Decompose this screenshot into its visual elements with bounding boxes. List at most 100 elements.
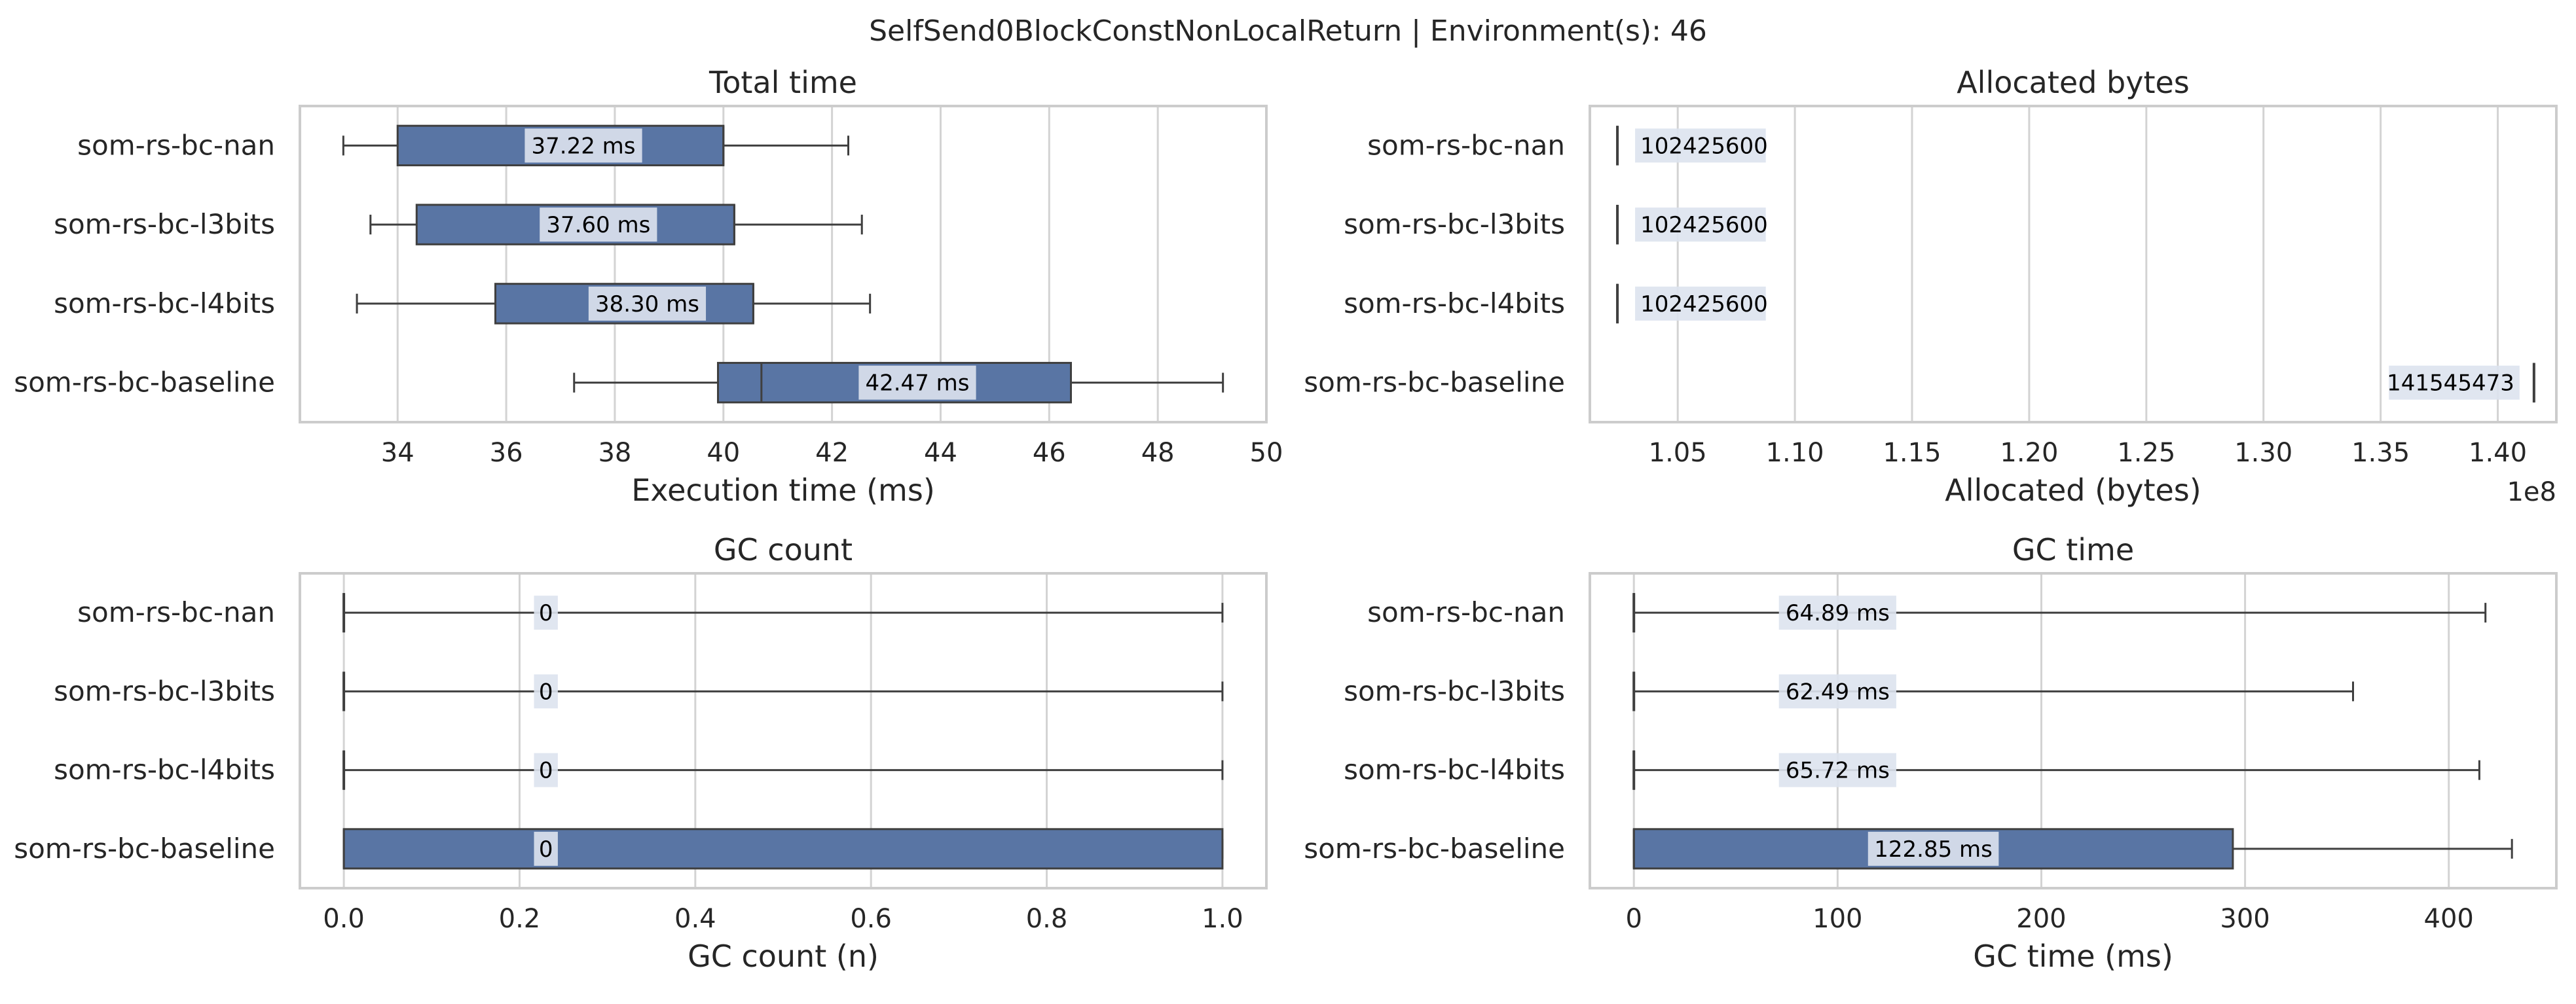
x-tick-label: 200 xyxy=(2016,904,2066,934)
data-label: 0 xyxy=(539,758,553,784)
x-tick-label: 40 xyxy=(707,438,740,468)
box-allocated-bytes-2: 102425600 xyxy=(1616,283,1768,324)
box-gc-count-2: 0 xyxy=(342,750,1224,790)
x-tick-label: 36 xyxy=(490,438,523,468)
x-tick-label: 300 xyxy=(2220,904,2270,934)
x-tick-label: 1.25 xyxy=(2117,438,2175,468)
x-tick-label: 0.6 xyxy=(850,904,892,934)
y-tick-label: som-rs-bc-baseline xyxy=(14,833,275,865)
data-label: 65.72 ms xyxy=(1786,758,1890,784)
x-tick-label: 1.0 xyxy=(1202,904,1243,934)
x-tick-label: 38 xyxy=(598,438,631,468)
x-axis-label: GC count (n) xyxy=(688,939,879,974)
box-gc-count-3: 0 xyxy=(342,828,1224,870)
x-tick-label: 1.30 xyxy=(2234,438,2292,468)
data-label: 62.49 ms xyxy=(1786,679,1890,705)
data-label-bg xyxy=(1635,286,1766,321)
box-gc-time-2: 65.72 ms xyxy=(1632,750,2480,790)
panel-title: Allocated bytes xyxy=(1957,65,2190,100)
y-tick-label: som-rs-bc-l4bits xyxy=(1344,754,1565,786)
panel-allocated-bytes: Allocated bytes 1.05 1.10 1.15 1.20 1.25 1.30 1… xyxy=(1304,65,2558,508)
x-tick-label: 1.05 xyxy=(1649,438,1707,468)
y-tick-label: som-rs-bc-l3bits xyxy=(54,675,275,707)
data-label: 37.60 ms xyxy=(546,212,650,238)
figure-title: SelfSend0BlockConstNonLocalReturn | Envi… xyxy=(869,14,1707,48)
x-tick-label: 42 xyxy=(815,438,849,468)
x-tick-label: 1.40 xyxy=(2469,438,2527,468)
box-total-time-2: 38.30 ms xyxy=(356,283,872,325)
y-tick-label: som-rs-bc-nan xyxy=(77,129,275,161)
box-gc-count-0: 0 xyxy=(342,593,1224,633)
y-tick-label: som-rs-bc-l4bits xyxy=(1344,287,1565,319)
x-tick-label: 48 xyxy=(1141,438,1175,468)
box-gc-time-1: 62.49 ms xyxy=(1632,672,2354,711)
x-axis-label: Execution time (ms) xyxy=(631,473,935,508)
plot-frame xyxy=(1589,105,2558,423)
panel-title: GC count xyxy=(714,532,853,567)
y-tick-label: som-rs-bc-baseline xyxy=(14,367,275,399)
data-label: 122.85 ms xyxy=(1874,836,1993,863)
panel-title: Total time xyxy=(708,65,857,100)
x-tick-label: 34 xyxy=(381,438,414,468)
x-tick-label: 44 xyxy=(924,438,957,468)
data-label-bg xyxy=(2389,365,2520,400)
plot-frame xyxy=(299,572,1268,889)
data-label: 42.47 ms xyxy=(865,370,969,397)
data-label-bg xyxy=(1778,596,1896,630)
y-tick-label: som-rs-bc-nan xyxy=(77,596,275,628)
x-tick-label: 46 xyxy=(1033,438,1066,468)
box-gc-count-1: 0 xyxy=(342,672,1224,711)
x-axis-label: Allocated (bytes) xyxy=(1945,473,2201,508)
box-allocated-bytes-3: 141545473 xyxy=(2387,363,2535,403)
data-label-bg xyxy=(534,596,558,630)
data-label-bg xyxy=(588,286,707,321)
box-allocated-bytes-0: 102425600 xyxy=(1616,126,1768,166)
y-tick-label: som-rs-bc-l3bits xyxy=(1344,208,1565,240)
x-tick-label: 0.2 xyxy=(499,904,541,934)
y-tick-label: som-rs-bc-nan xyxy=(1367,596,1565,628)
data-label-bg xyxy=(1635,128,1766,163)
x-tick-label: 0.4 xyxy=(674,904,716,934)
x-tick-label: 0.8 xyxy=(1026,904,1068,934)
y-tick-label: som-rs-bc-l4bits xyxy=(54,754,275,786)
x-axis-label: GC time (ms) xyxy=(1973,939,2173,974)
data-label: 38.30 ms xyxy=(595,291,699,317)
data-label-bg xyxy=(540,207,657,242)
box-gc-time-0: 64.89 ms xyxy=(1632,593,2487,633)
data-label-bg xyxy=(534,674,558,709)
box-gc-time-3: 122.85 ms xyxy=(1632,828,2513,870)
box-total-time-3: 42.47 ms xyxy=(573,361,1224,404)
y-tick-label: som-rs-bc-baseline xyxy=(1304,367,1565,399)
data-label-bg xyxy=(524,128,642,163)
x-tick-label: 100 xyxy=(1812,904,1862,934)
data-label-bg xyxy=(1778,674,1896,709)
y-tick-label: som-rs-bc-l3bits xyxy=(54,208,275,240)
y-tick-label: som-rs-bc-l3bits xyxy=(1344,675,1565,707)
panel-gc-time: GC time 0 100 200 300 400 GC time (ms) som-rs-b… xyxy=(1304,532,2558,974)
data-label: 0 xyxy=(539,600,553,626)
data-label: 37.22 ms xyxy=(532,133,636,159)
box-total-time-1: 37.60 ms xyxy=(369,204,863,245)
plot-frame xyxy=(1589,572,2558,889)
data-label: 102425600 xyxy=(1640,212,1768,238)
data-label-bg xyxy=(1635,207,1766,242)
data-label: 102425600 xyxy=(1640,133,1768,159)
x-tick-label: 1.35 xyxy=(2351,438,2410,468)
data-label: 102425600 xyxy=(1640,291,1768,317)
plot-frame xyxy=(299,105,1268,423)
y-tick-label: som-rs-bc-baseline xyxy=(1304,833,1565,865)
panel-title: GC time xyxy=(2012,532,2134,567)
y-tick-label: som-rs-bc-nan xyxy=(1367,129,1565,161)
data-label-bg xyxy=(858,365,976,400)
data-label-bg xyxy=(1778,753,1896,787)
box-total-time-0: 37.22 ms xyxy=(342,124,850,167)
x-tick-label: 0 xyxy=(1625,904,1642,934)
data-label: 141545473 xyxy=(2387,370,2514,397)
data-label-bg xyxy=(534,831,558,866)
data-label: 64.89 ms xyxy=(1786,600,1890,626)
data-label-bg xyxy=(1868,831,1999,866)
x-tick-label: 1.10 xyxy=(1766,438,1824,468)
y-tick-label: som-rs-bc-l4bits xyxy=(54,287,275,319)
panel-gc-count: GC count 0.0 0.2 0.4 0.6 0.8 1.0 GC count (n) so… xyxy=(14,532,1268,974)
